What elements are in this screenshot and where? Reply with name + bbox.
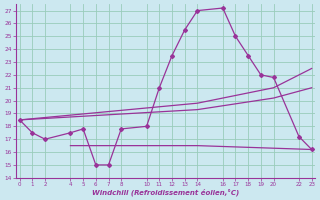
X-axis label: Windchill (Refroidissement éolien,°C): Windchill (Refroidissement éolien,°C)	[92, 188, 239, 196]
